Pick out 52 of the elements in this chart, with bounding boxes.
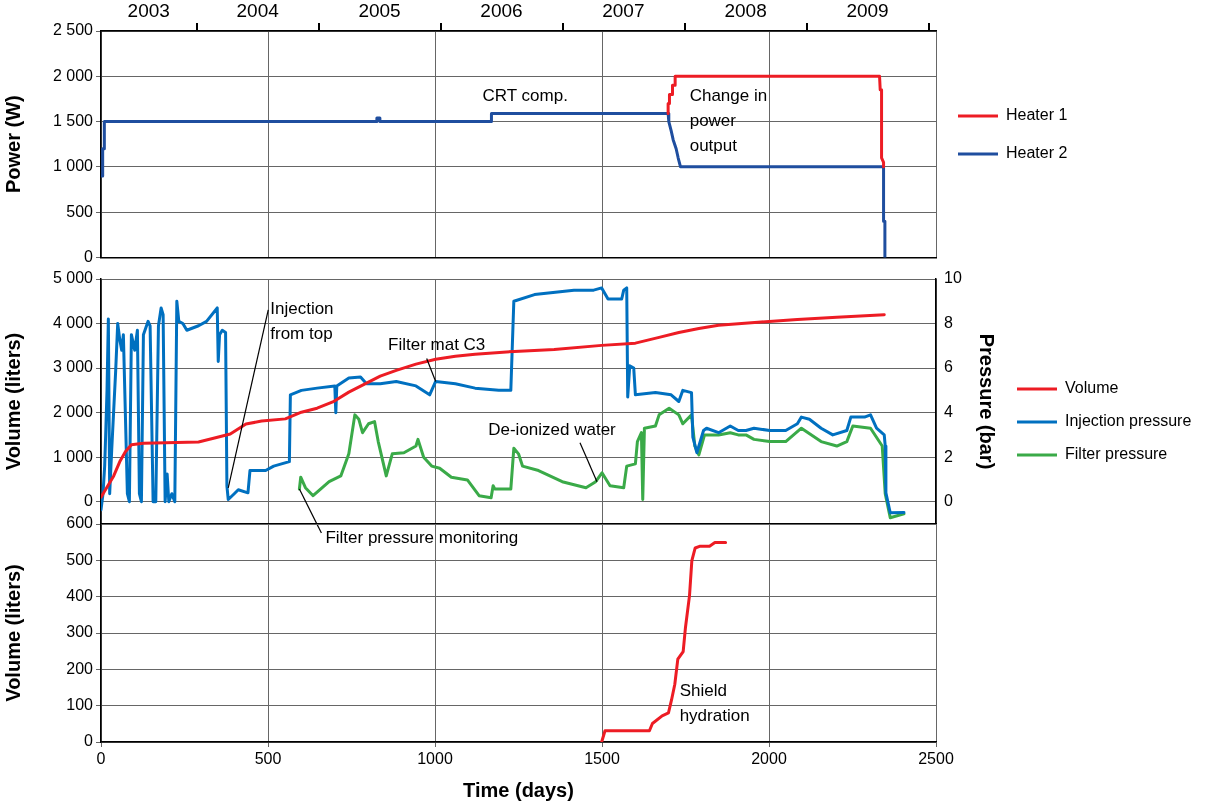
y2-tick-label: 6 — [944, 358, 953, 376]
y-tick-label: 400 — [66, 587, 94, 605]
y-tick-label: 5 000 — [52, 269, 94, 287]
y-tick-label: 1 500 — [52, 111, 94, 129]
x2-tick-label: 2005 — [358, 0, 401, 21]
x-tick-label: 2500 — [918, 750, 954, 768]
y-axis-title: Volume (liters) — [1, 564, 24, 702]
y2-tick-label: 2 — [944, 447, 953, 465]
x-tick-label: 1500 — [584, 750, 620, 768]
y-tick-label: 2 000 — [52, 66, 94, 84]
y-tick-label: 4 000 — [52, 313, 94, 331]
y-tick-label: 600 — [66, 514, 94, 532]
legend-label: Filter pressure — [1065, 445, 1168, 463]
legend-label: Heater 1 — [1006, 106, 1068, 124]
y-tick-label: 1 000 — [52, 157, 94, 175]
y-tick-label: 500 — [66, 550, 94, 568]
y-tick-label: 1 000 — [52, 447, 94, 465]
x-tick-label: 0 — [96, 750, 106, 768]
x2-tick-label: 2009 — [846, 0, 889, 21]
x-axis-title: Time (days) — [463, 778, 574, 801]
y2-tick-label: 4 — [944, 403, 953, 421]
y-tick-label: 200 — [66, 659, 94, 677]
x-tick-label: 1000 — [417, 750, 453, 768]
y-tick-label: 300 — [66, 623, 94, 641]
y-tick-label: 0 — [84, 247, 94, 265]
annotation: CRT comp. — [482, 86, 568, 106]
x2-tick-label: 2003 — [127, 0, 170, 21]
annotation: Shield hydration — [679, 681, 750, 726]
x2-tick-label: 2004 — [236, 0, 280, 21]
annotation: Filter pressure monitoring — [325, 527, 519, 547]
x2-tick-label: 2007 — [602, 0, 645, 21]
x2-tick-label: 2006 — [480, 0, 523, 21]
y2-tick-label: 8 — [944, 313, 953, 331]
y-tick-label: 500 — [66, 202, 94, 220]
legend-label: Heater 2 — [1006, 144, 1068, 162]
legend-label: Volume — [1065, 379, 1119, 397]
y2-tick-label: 10 — [944, 269, 962, 287]
y-tick-label: 0 — [84, 732, 94, 750]
y2-tick-label: 0 — [944, 492, 953, 510]
y-tick-label: 2 500 — [52, 21, 94, 39]
y2-axis-title: Pressure (bar) — [976, 333, 999, 470]
y-tick-label: 3 000 — [52, 358, 94, 376]
y-tick-label: 0 — [84, 492, 94, 510]
x2-tick-label: 2008 — [724, 0, 767, 21]
y-tick-label: 2 000 — [52, 403, 94, 421]
x-tick-label: 2000 — [751, 750, 787, 768]
x-tick-label: 500 — [254, 750, 282, 768]
y-tick-label: 100 — [66, 696, 94, 714]
legend-label: Injection pressure — [1065, 412, 1192, 430]
y-axis-title: Volume (liters) — [1, 332, 24, 471]
y-axis-title: Power (W) — [1, 95, 24, 194]
annotation: Injection from top — [270, 298, 334, 343]
